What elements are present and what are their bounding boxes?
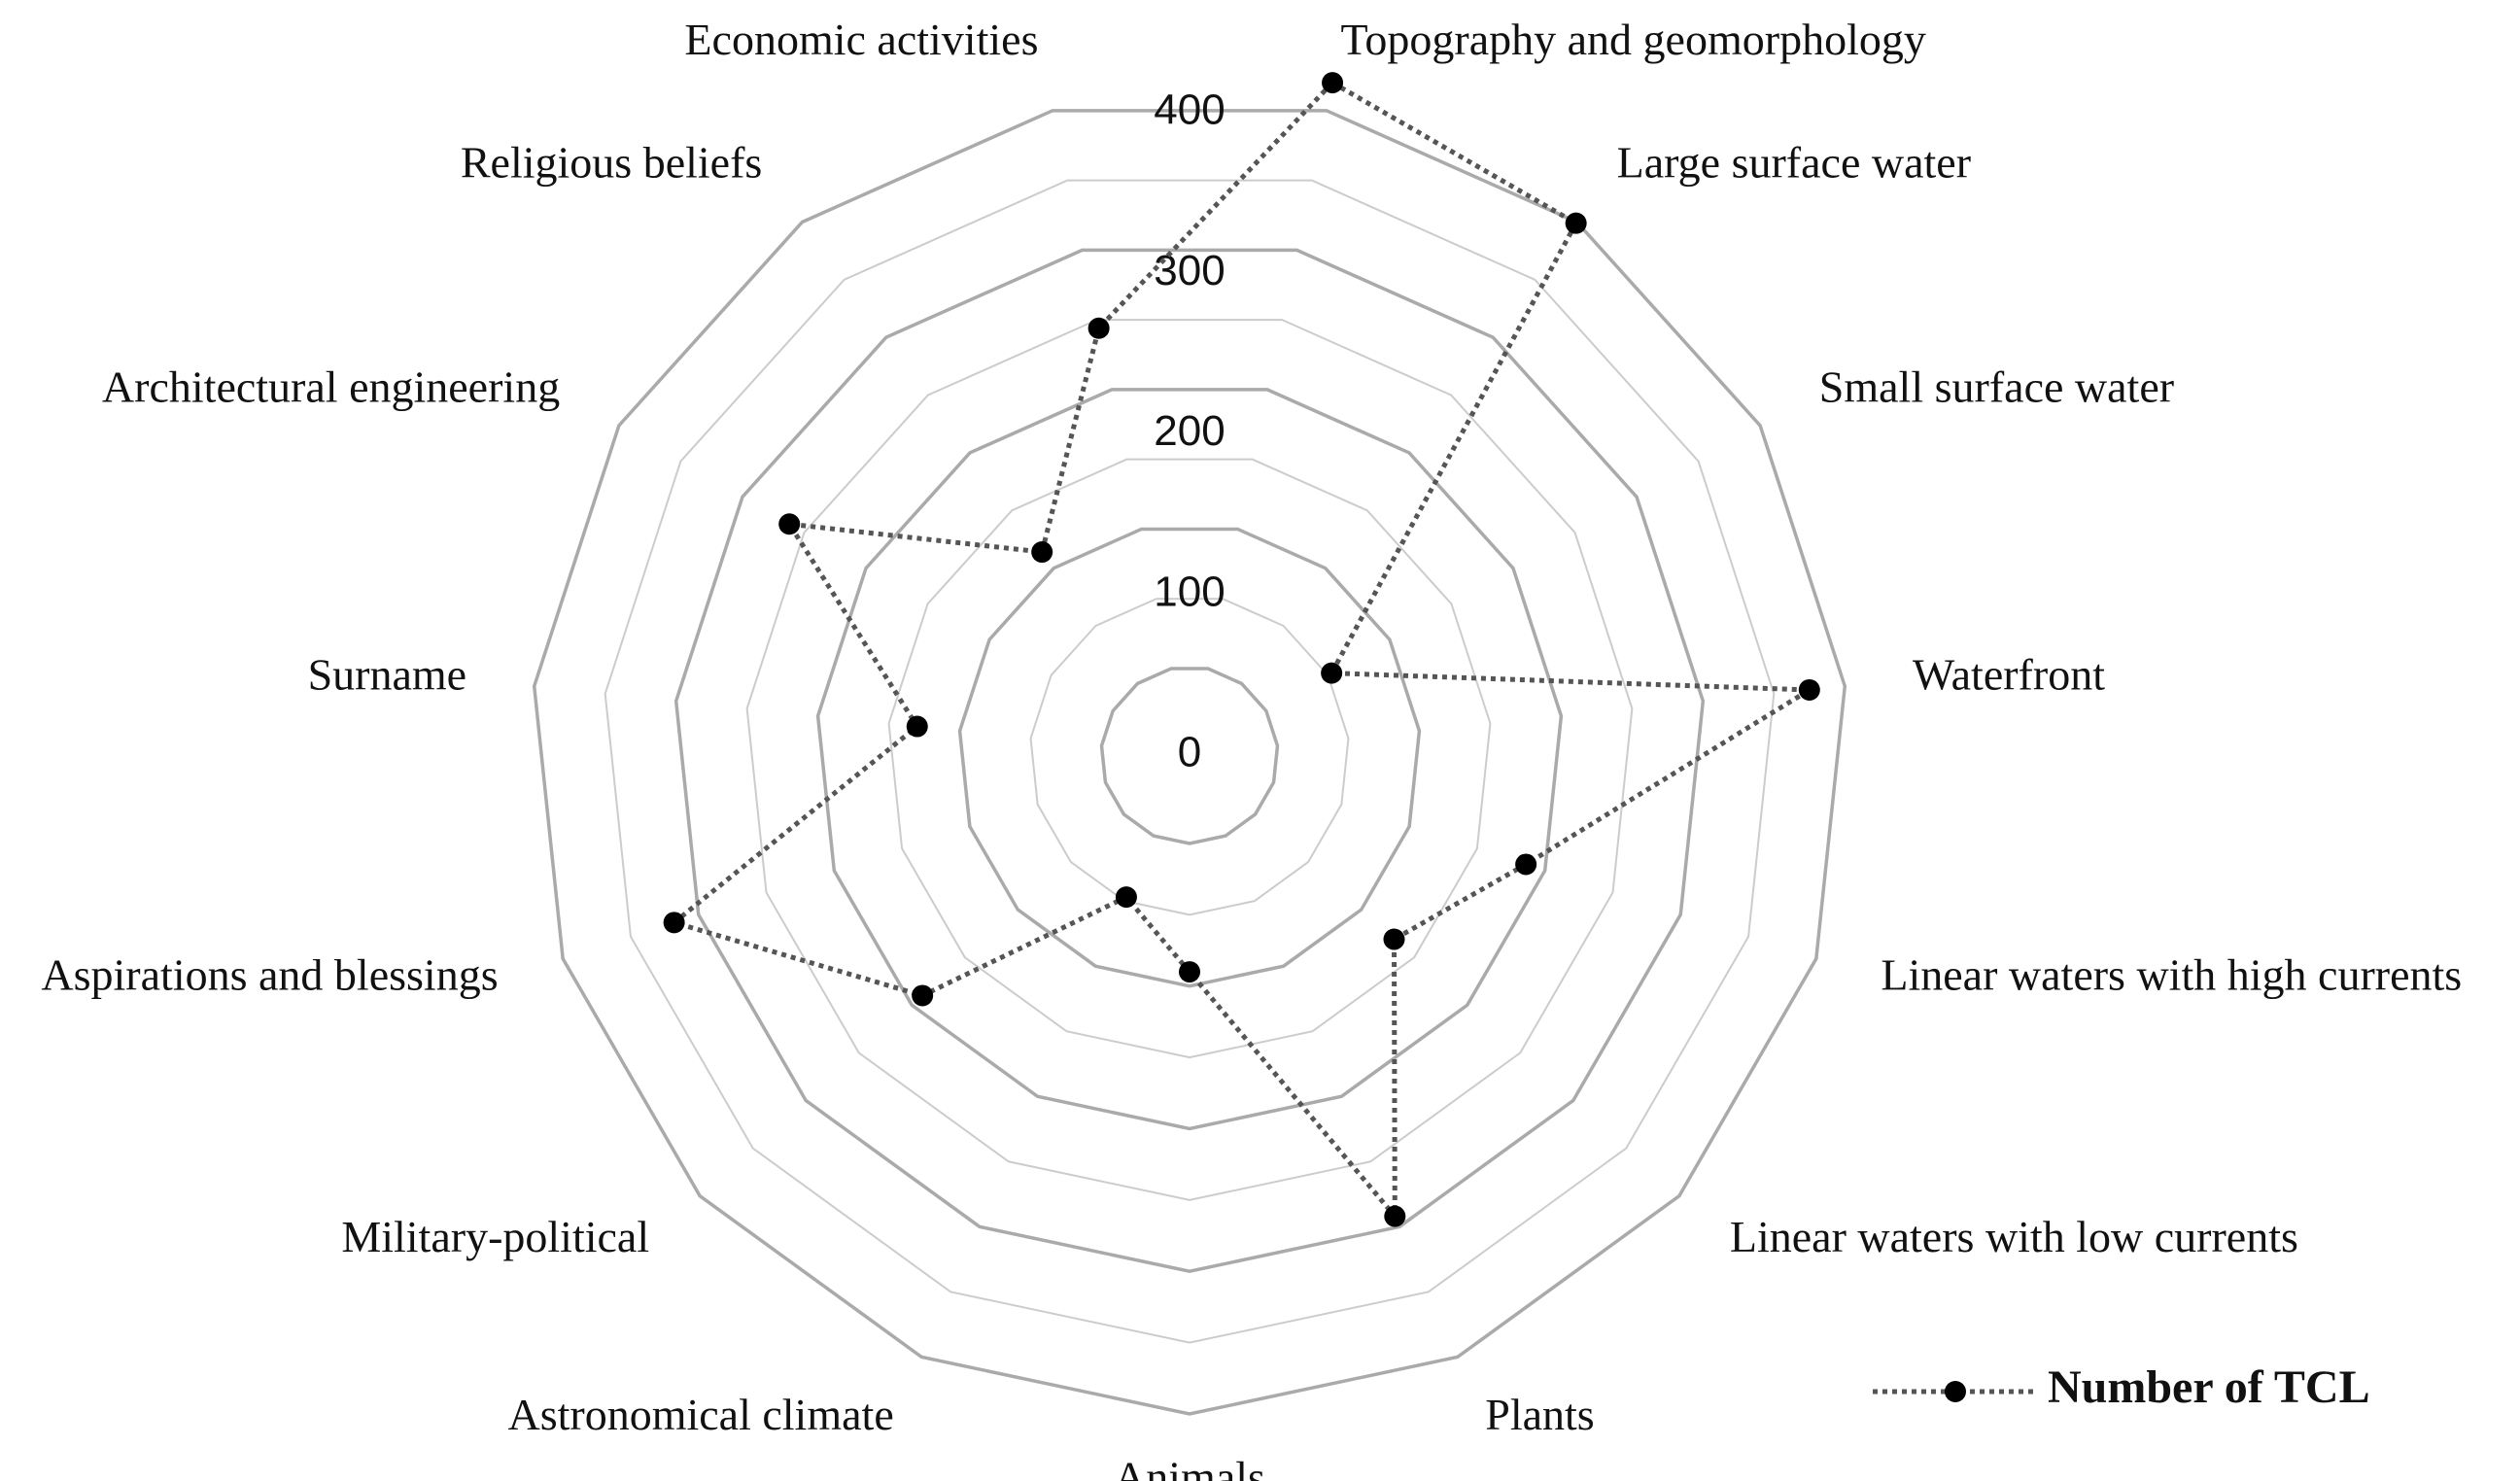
category-label: Small surface water <box>1819 362 2174 412</box>
minor-grid-ring <box>887 458 1492 1059</box>
y-tick-label: 0 <box>1178 729 1201 776</box>
grid-ring <box>1099 667 1280 845</box>
data-point <box>1179 961 1200 983</box>
data-point <box>1322 72 1344 94</box>
data-point <box>1515 853 1537 876</box>
data-point <box>1384 1205 1406 1227</box>
grid-ring <box>673 248 1706 1274</box>
data-point <box>663 912 685 934</box>
category-label: Large surface water <box>1617 137 1971 187</box>
grid-ring <box>957 527 1422 988</box>
category-label: Architectural engineering <box>102 362 560 412</box>
category-label: Linear waters with high currents <box>1881 950 2462 1000</box>
category-label: Animals <box>1114 1453 1265 1481</box>
data-point <box>1565 212 1587 234</box>
legend-marker <box>1945 1381 1966 1402</box>
y-tick-label: 300 <box>1154 247 1225 294</box>
y-tick-label: 100 <box>1154 568 1225 615</box>
data-point <box>1798 678 1820 701</box>
category-label: Military-political <box>341 1212 649 1261</box>
minor-grid-ring <box>1029 598 1350 916</box>
category-label: Religious beliefs <box>461 137 762 187</box>
grid-ring <box>815 388 1564 1131</box>
category-label: Aspirations and blessings <box>41 950 498 1000</box>
data-point <box>1383 928 1405 950</box>
series-line <box>669 79 1818 1223</box>
category-label: Economic activities <box>684 15 1038 64</box>
category-label: Astronomical climate <box>507 1390 893 1439</box>
category-label: Waterfront <box>1913 649 2105 699</box>
y-tick-label: 200 <box>1154 407 1225 455</box>
grid-ring <box>532 109 1847 1416</box>
category-label: Surname <box>308 649 467 699</box>
legend-label: Number of TCL <box>2048 1361 2370 1413</box>
data-point <box>906 715 928 738</box>
data-point <box>1031 541 1053 564</box>
category-label: Linear waters with low currents <box>1730 1212 2298 1261</box>
minor-grid-ring <box>745 319 1634 1201</box>
data-point <box>1321 662 1343 684</box>
data-point <box>1115 886 1137 909</box>
y-tick-label: 400 <box>1154 86 1225 134</box>
minor-grid-ring <box>604 179 1776 1344</box>
data-point <box>1087 317 1110 339</box>
category-label: Plants <box>1485 1390 1594 1439</box>
data-point <box>778 513 801 535</box>
category-label: Topography and geomorphology <box>1341 15 1926 64</box>
data-point <box>912 984 934 1007</box>
